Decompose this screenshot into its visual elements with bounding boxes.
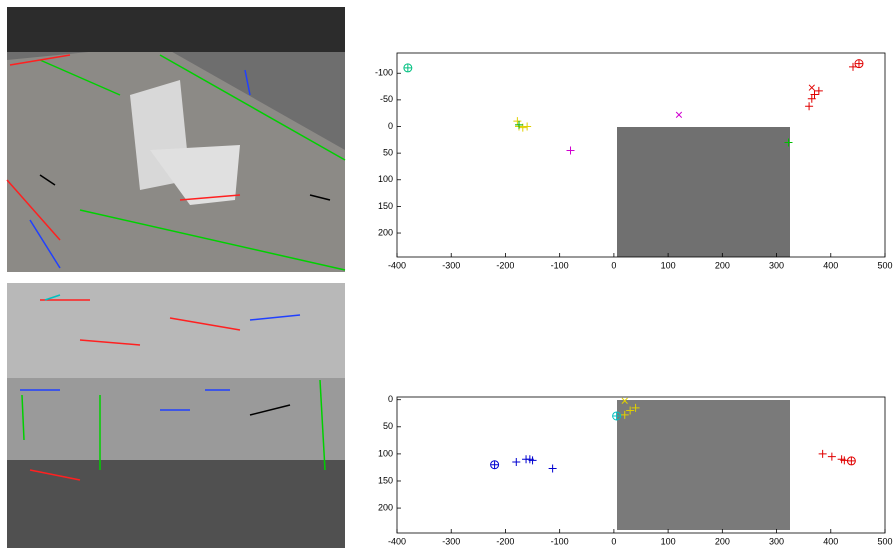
x-tick-label: 500 <box>877 260 892 270</box>
point <box>549 465 557 473</box>
point <box>828 453 836 461</box>
point <box>404 64 412 72</box>
point <box>523 123 531 131</box>
point <box>819 450 827 458</box>
marker <box>523 123 531 131</box>
x-tick-label: -100 <box>551 536 569 546</box>
y-tick-label: 0 <box>388 394 393 404</box>
point <box>847 457 855 465</box>
x-tick-label: 100 <box>661 260 676 270</box>
y-tick-label: 150 <box>378 475 393 485</box>
point <box>809 85 815 91</box>
point <box>613 412 621 420</box>
x-tick-label: -300 <box>442 536 460 546</box>
x-tick-label: 0 <box>611 260 616 270</box>
photo-bottom <box>7 283 345 548</box>
x-tick-label: 200 <box>715 260 730 270</box>
x-tick-label: -100 <box>551 260 569 270</box>
point <box>805 102 813 110</box>
point <box>513 117 521 125</box>
x-tick-label: 300 <box>769 536 784 546</box>
x-tick-label: -200 <box>496 536 514 546</box>
y-tick-label: 50 <box>383 148 393 158</box>
y-tick-label: 200 <box>378 502 393 512</box>
y-tick-label: 200 <box>378 227 393 237</box>
x-tick-label: 400 <box>823 536 838 546</box>
point <box>512 458 520 466</box>
y-tick-label: 150 <box>378 201 393 211</box>
marker <box>512 458 520 466</box>
photo-top <box>7 7 345 272</box>
point <box>676 112 682 118</box>
marker <box>567 146 575 154</box>
marker <box>819 450 827 458</box>
marker <box>549 465 557 473</box>
marker <box>513 117 521 125</box>
x-tick-label: 500 <box>877 536 892 546</box>
x-tick-label: 300 <box>769 260 784 270</box>
x-tick-label: -300 <box>442 260 460 270</box>
y-tick-label: 100 <box>378 174 393 184</box>
x-tick-label: 200 <box>715 536 730 546</box>
y-tick-label: 50 <box>383 421 393 431</box>
x-tick-label: -200 <box>496 260 514 270</box>
y-tick-label: 0 <box>388 121 393 131</box>
point <box>567 146 575 154</box>
y-tick-label: -100 <box>375 68 393 78</box>
point <box>815 87 823 95</box>
x-tick-label: -400 <box>388 260 406 270</box>
x-tick-label: 400 <box>823 260 838 270</box>
inset-bottom <box>617 400 790 530</box>
x-tick-label: -400 <box>388 536 406 546</box>
y-tick-label: -50 <box>380 94 393 104</box>
inset-top <box>617 127 790 257</box>
marker <box>815 87 823 95</box>
x-tick-label: 100 <box>661 536 676 546</box>
marker <box>828 453 836 461</box>
y-tick-label: 100 <box>378 448 393 458</box>
figure: -400-300-200-1000100200300400500-100-500… <box>0 0 895 550</box>
x-tick-label: 0 <box>611 536 616 546</box>
marker <box>805 102 813 110</box>
marker <box>676 112 682 118</box>
point <box>491 461 499 469</box>
marker <box>809 85 815 91</box>
